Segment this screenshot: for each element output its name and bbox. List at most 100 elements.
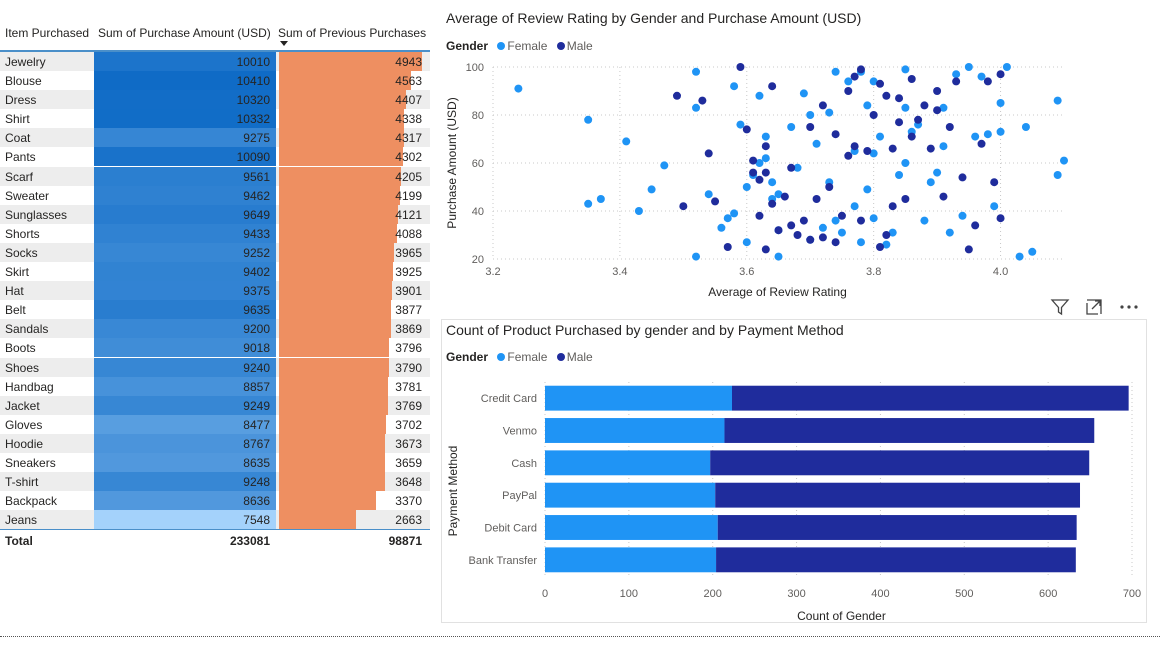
- table-row[interactable]: Shoes 9240 3790: [0, 357, 430, 377]
- scatter-point-female[interactable]: [755, 91, 764, 100]
- table-row[interactable]: Hoodie 8767 3673: [0, 433, 430, 453]
- scatter-point-female[interactable]: [761, 154, 770, 163]
- scatter-point-male[interactable]: [723, 243, 732, 251]
- scatter-point-female[interactable]: [901, 103, 910, 112]
- scatter-point-male[interactable]: [806, 235, 815, 244]
- scatter-point-female[interactable]: [939, 103, 948, 112]
- table-row[interactable]: Handbag 8857 3781: [0, 376, 430, 396]
- scatter-point-female[interactable]: [926, 178, 935, 187]
- table-row[interactable]: Socks 9252 3965: [0, 242, 430, 263]
- scatter-point-female[interactable]: [920, 216, 929, 225]
- scatter-point-male[interactable]: [882, 91, 891, 100]
- scatter-point-female[interactable]: [1060, 156, 1068, 165]
- scatter-point-male[interactable]: [876, 243, 885, 251]
- scatter-point-female[interactable]: [787, 123, 796, 131]
- table-row[interactable]: Shorts 9433 4088: [0, 223, 430, 243]
- scatter-point-female[interactable]: [844, 77, 853, 86]
- scatter-point-female[interactable]: [958, 211, 967, 220]
- scatter-point-male[interactable]: [812, 195, 821, 203]
- scatter-point-male[interactable]: [863, 147, 872, 155]
- scatter-point-female[interactable]: [1053, 96, 1062, 105]
- scatter-point-female[interactable]: [1002, 63, 1011, 71]
- scatter-point-female[interactable]: [584, 115, 593, 124]
- scatter-point-male[interactable]: [749, 168, 758, 177]
- scatter-point-female[interactable]: [768, 178, 777, 187]
- scatter-point-male[interactable]: [780, 192, 789, 201]
- table-row[interactable]: Boots 9018 3796: [0, 338, 430, 358]
- scatter-point-male[interactable]: [850, 72, 859, 81]
- scatter-point-female[interactable]: [850, 202, 859, 211]
- bar-female[interactable]: [545, 547, 717, 573]
- scatter-point-male[interactable]: [856, 216, 865, 225]
- scatter-point-male[interactable]: [755, 175, 764, 184]
- scatter-point-female[interactable]: [996, 99, 1005, 107]
- scatter-point-female[interactable]: [634, 207, 643, 215]
- scatter-point-female[interactable]: [692, 252, 701, 261]
- scatter-point-male[interactable]: [749, 156, 758, 165]
- scatter-point-female[interactable]: [799, 89, 808, 98]
- bar-male[interactable]: [732, 385, 1129, 411]
- scatter-point-female[interactable]: [730, 209, 739, 218]
- scatter-point-female[interactable]: [863, 185, 872, 194]
- scatter-point-male[interactable]: [742, 125, 751, 134]
- scatter-point-female[interactable]: [730, 82, 739, 91]
- scatter-point-female[interactable]: [869, 214, 878, 223]
- scatter-point-female[interactable]: [647, 185, 656, 194]
- scatter-point-male[interactable]: [926, 144, 935, 153]
- scatter-point-male[interactable]: [895, 94, 904, 103]
- scatter-point-female[interactable]: [660, 161, 669, 170]
- scatter-point-female[interactable]: [869, 77, 878, 86]
- filter-icon[interactable]: [1050, 297, 1070, 317]
- table-row[interactable]: Sneakers 8635 3659: [0, 452, 430, 472]
- scatter-point-female[interactable]: [774, 190, 783, 199]
- scatter-point-male[interactable]: [818, 233, 827, 242]
- scatter-point-female[interactable]: [692, 67, 701, 76]
- scatter-point-male[interactable]: [977, 139, 986, 148]
- col-header-prev[interactable]: Sum of Previous Purchases: [278, 26, 427, 40]
- scatter-point-male[interactable]: [850, 142, 859, 151]
- scatter-point-female[interactable]: [793, 163, 802, 172]
- scatter-point-female[interactable]: [622, 137, 631, 146]
- scatter-point-female[interactable]: [983, 130, 992, 139]
- scatter-point-female[interactable]: [856, 238, 865, 247]
- scatter-point-male[interactable]: [844, 151, 853, 160]
- scatter-point-female[interactable]: [996, 127, 1005, 136]
- scatter-point-male[interactable]: [806, 123, 815, 131]
- scatter-point-female[interactable]: [1053, 171, 1062, 179]
- scatter-point-male[interactable]: [774, 226, 783, 235]
- scatter-point-male[interactable]: [831, 238, 840, 247]
- scatter-point-male[interactable]: [882, 231, 891, 239]
- scatter-point-female[interactable]: [952, 70, 961, 79]
- scatter-point-male[interactable]: [971, 221, 980, 230]
- bar-male[interactable]: [710, 450, 1090, 476]
- table-row[interactable]: Blouse 10410 4563: [0, 71, 430, 91]
- col-header-item[interactable]: Item Purchased: [5, 26, 90, 40]
- scatter-point-male[interactable]: [761, 245, 770, 254]
- scatter-point-male[interactable]: [876, 79, 885, 88]
- scatter-point-male[interactable]: [856, 65, 865, 74]
- scatter-point-female[interactable]: [1021, 123, 1030, 131]
- scatter-point-female[interactable]: [876, 132, 885, 141]
- scatter-point-female[interactable]: [831, 67, 840, 76]
- table-row[interactable]: Sweater 9462 4199: [0, 185, 430, 205]
- scatter-point-female[interactable]: [723, 214, 732, 223]
- table-row[interactable]: T-shirt 9248 3648: [0, 472, 430, 492]
- table-row[interactable]: Coat 9275 4317: [0, 128, 430, 148]
- focus-mode-icon[interactable]: [1084, 297, 1104, 317]
- table-row[interactable]: Jewelry 10010 4943: [0, 52, 430, 72]
- scatter-point-female[interactable]: [742, 183, 751, 191]
- scatter-point-male[interactable]: [945, 123, 954, 131]
- scatter-point-male[interactable]: [958, 173, 967, 182]
- scatter-point-female[interactable]: [895, 171, 904, 179]
- scatter-point-female[interactable]: [704, 190, 713, 199]
- scatter-point-male[interactable]: [990, 178, 999, 187]
- scatter-point-male[interactable]: [825, 183, 834, 191]
- bar-female[interactable]: [545, 385, 733, 411]
- scatter-point-female[interactable]: [945, 228, 954, 237]
- table-row[interactable]: Sunglasses 9649 4121: [0, 204, 430, 224]
- table-row[interactable]: Pants 10090 4302: [0, 147, 430, 167]
- scatter-point-male[interactable]: [672, 91, 681, 100]
- scatter-point-female[interactable]: [863, 101, 872, 110]
- scatter-point-male[interactable]: [844, 87, 853, 95]
- scatter-point-female[interactable]: [774, 252, 783, 261]
